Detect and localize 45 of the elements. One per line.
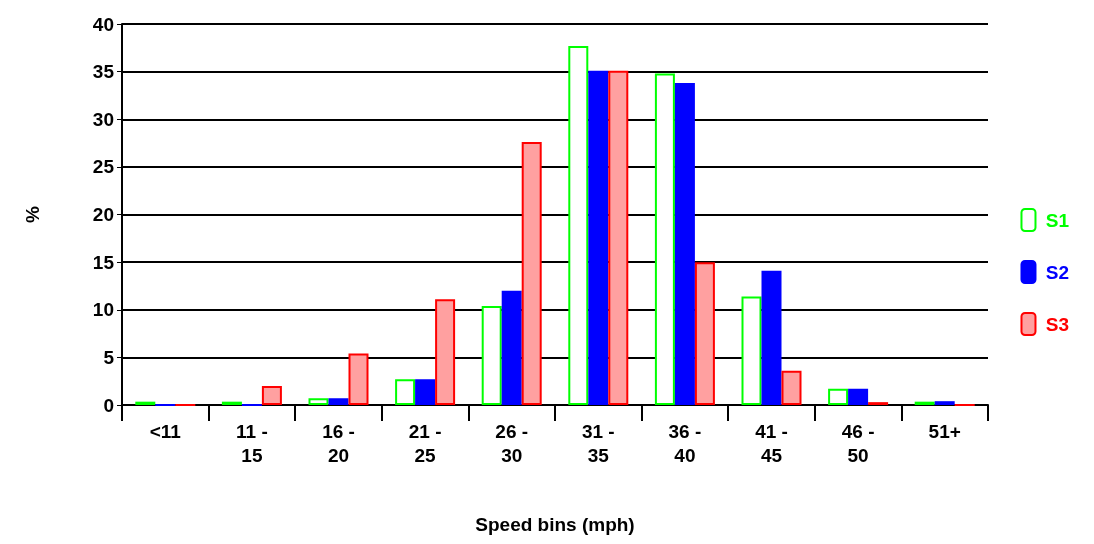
bar	[328, 398, 349, 405]
bar	[415, 379, 436, 405]
x-axis-title: Speed bins (mph)	[475, 514, 635, 535]
legend-label: S1	[1040, 209, 1070, 231]
y-tick-label: 20	[92, 204, 114, 225]
bar	[568, 45, 589, 405]
bar	[781, 370, 802, 405]
bar	[308, 398, 329, 405]
bar	[694, 262, 715, 405]
y-tick-label: 35	[92, 61, 115, 83]
x-tick-label: <11	[149, 420, 182, 442]
x-tick-label: 36 - 40	[668, 420, 702, 466]
y-tick-label: 0	[103, 394, 114, 416]
y-tick-label: 10	[92, 299, 114, 321]
y-tick-label: 5	[103, 346, 115, 368]
bar	[848, 388, 869, 405]
bar	[348, 353, 369, 405]
bar	[674, 83, 695, 405]
x-tick-label: 51+	[928, 420, 961, 442]
x-tick-label: 26 - 30	[495, 420, 529, 466]
x-tick-label: 11 - 15	[236, 420, 268, 466]
legend-label: S2	[1040, 261, 1070, 283]
bar	[828, 388, 849, 405]
x-tick-label: 31 - 35	[581, 420, 615, 466]
bar	[261, 385, 282, 405]
bar	[481, 305, 502, 405]
bar	[521, 142, 542, 405]
bar	[741, 296, 762, 405]
bar	[501, 290, 522, 405]
bar	[588, 70, 609, 405]
y-tick-label: 25	[92, 156, 115, 178]
x-tick-label: 41 - 45	[755, 420, 788, 466]
bar	[608, 70, 629, 405]
bar	[761, 270, 782, 405]
bar	[395, 379, 416, 405]
bar	[654, 73, 675, 405]
y-tick-label: 40	[92, 13, 114, 35]
x-tick-label: 46 - 50	[841, 420, 875, 466]
y-tick-label: 30	[92, 108, 114, 130]
x-tick-label: 21 - 25	[408, 420, 442, 466]
bar	[435, 299, 456, 405]
x-tick-label: 16 - 20	[322, 420, 355, 466]
y-axis-title: %	[22, 205, 43, 223]
legend-label: S3	[1040, 313, 1070, 335]
y-tick-label: 15	[92, 251, 115, 273]
